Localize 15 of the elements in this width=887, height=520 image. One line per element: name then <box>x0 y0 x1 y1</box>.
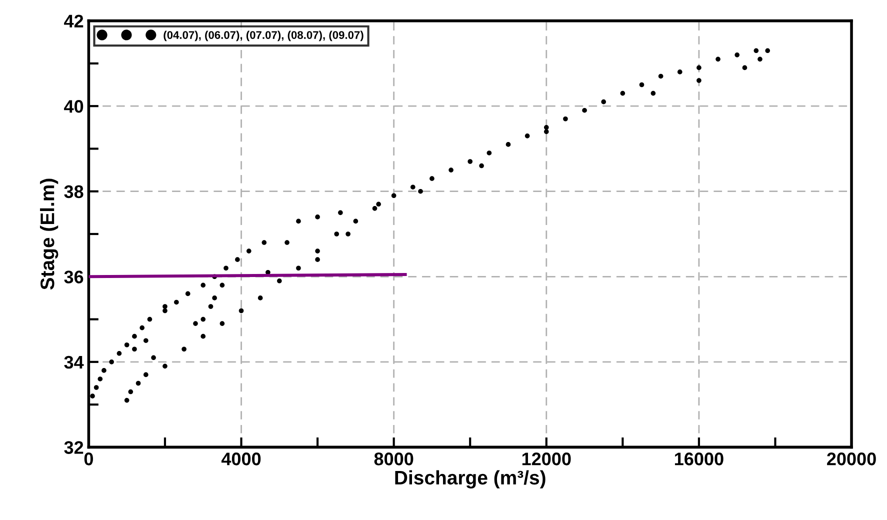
x-tick-label: 12000 <box>522 452 571 466</box>
y-tick-label: 32 <box>64 441 84 454</box>
x-tick-label: 0 <box>84 452 93 466</box>
x-tick-label: 16000 <box>674 452 724 466</box>
x-axis-title: Discharge (m³/s) <box>395 470 546 488</box>
y-tick-label: 38 <box>64 185 84 198</box>
x-tick-label: 8000 <box>374 452 414 466</box>
y-axis-title: Stage (El.m) <box>40 178 58 290</box>
legend-label: (04.07), (06.07), (07.07), (08.07), (09.07) <box>164 30 364 42</box>
x-tick-label: 20000 <box>827 452 876 466</box>
x-tick-label: 4000 <box>221 452 261 466</box>
y-tick-label: 36 <box>64 270 84 284</box>
y-tick-label: 34 <box>64 356 84 369</box>
y-tick-label: 42 <box>64 14 84 28</box>
y-tick-label: 40 <box>64 100 84 113</box>
